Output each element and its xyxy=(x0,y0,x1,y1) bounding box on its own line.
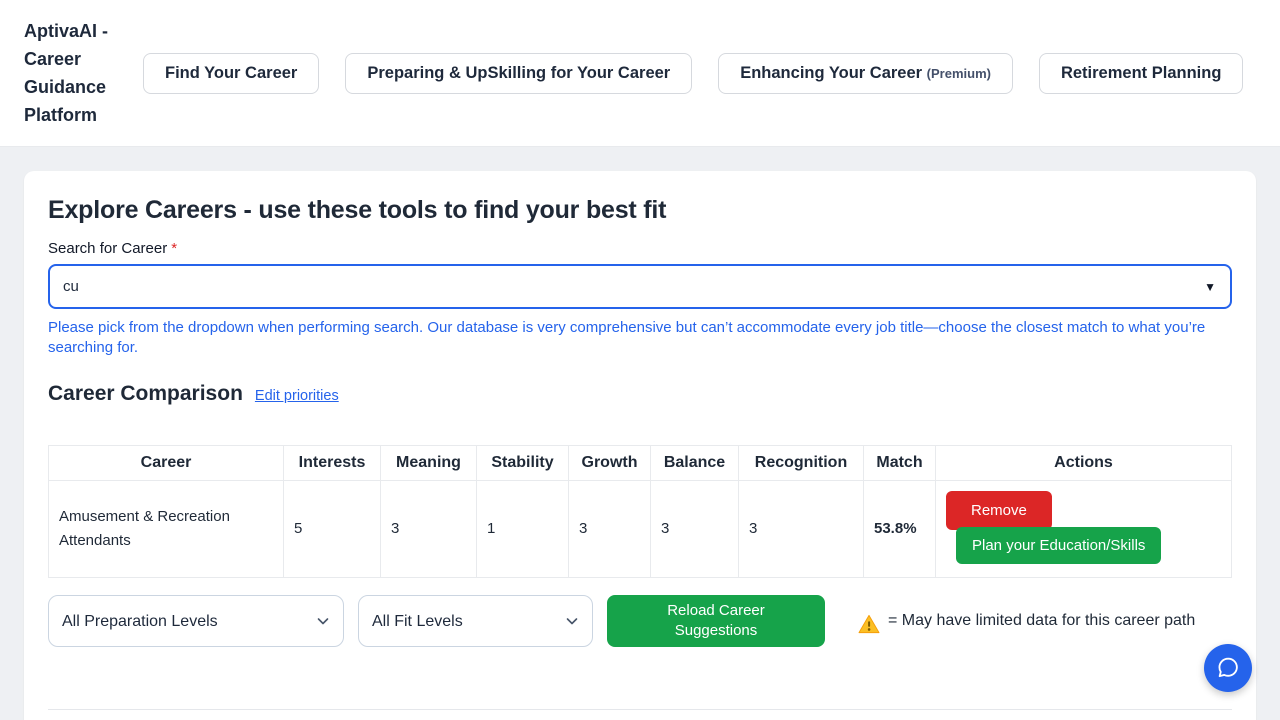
comparison-title: Career Comparison xyxy=(48,382,243,405)
cell-career-name: Amusement & Recreation Attendants xyxy=(48,480,284,578)
cell-recognition: 3 xyxy=(738,480,864,578)
edit-priorities-link[interactable]: Edit priorities xyxy=(254,388,339,404)
col-header-actions: Actions xyxy=(935,445,1232,481)
reload-career-suggestions-button[interactable]: Reload Career Suggestions xyxy=(607,595,825,647)
page-title: Explore Careers - use these tools to fin… xyxy=(48,196,667,224)
col-header-balance: Balance xyxy=(650,445,739,481)
cell-stability: 1 xyxy=(476,480,569,578)
col-header-stability: Stability xyxy=(476,445,569,481)
app-header: AptivaAI - Career Guidance Platform Find… xyxy=(0,0,1280,147)
fit-level-select-wrap: All Fit Levels xyxy=(358,595,593,647)
nav-enhancing-career[interactable]: Enhancing Your Career (Premium) xyxy=(718,52,1013,94)
table-row: Amusement & Recreation Attendants 5 3 1 … xyxy=(48,480,1232,578)
cell-growth: 3 xyxy=(568,480,651,578)
cell-balance: 3 xyxy=(650,480,739,578)
comparison-section-header: Career Comparison Edit priorities xyxy=(48,382,1232,406)
plan-education-skills-button[interactable]: Plan your Education/Skills xyxy=(956,527,1162,564)
nav-label: Preparing & UpSkilling for Your Career xyxy=(367,63,671,82)
attribution-footer: This page includes information from O*NE… xyxy=(48,709,1232,720)
nav-label: Enhancing Your Career xyxy=(740,63,923,82)
warning-triangle-icon xyxy=(858,614,880,634)
cell-meaning: 3 xyxy=(380,480,477,578)
cell-interests: 5 xyxy=(283,480,381,578)
premium-badge: (Premium) xyxy=(926,65,991,81)
col-header-career: Career xyxy=(48,445,284,481)
main-nav: Find Your Career Preparing & UpSkilling … xyxy=(143,52,1244,94)
search-label: Search for Career * xyxy=(48,240,178,257)
nav-find-your-career[interactable]: Find Your Career xyxy=(143,52,320,94)
col-header-meaning: Meaning xyxy=(380,445,477,481)
nav-preparing-upskilling[interactable]: Preparing & UpSkilling for Your Career xyxy=(345,52,693,94)
limited-data-text: = May have limited data for this career … xyxy=(888,612,1196,629)
cell-match-percent: 53.8% xyxy=(863,480,936,578)
nav-label: Find Your Career xyxy=(165,63,298,82)
col-header-interests: Interests xyxy=(283,445,381,481)
app-logo: AptivaAI - Career Guidance Platform xyxy=(24,21,109,125)
search-hint-text: Please pick from the dropdown when perfo… xyxy=(48,319,1206,356)
filters-row: All Preparation Levels All Fit Levels Re… xyxy=(48,595,1232,647)
preparation-level-select[interactable]: All Preparation Levels xyxy=(48,595,344,647)
career-comparison-table: Career Interests Meaning Stability Growt… xyxy=(48,445,1232,578)
explore-careers-card: Explore Careers - use these tools to fin… xyxy=(24,171,1256,720)
col-header-match: Match xyxy=(863,445,936,481)
col-header-growth: Growth xyxy=(568,445,651,481)
remove-button[interactable]: Remove xyxy=(946,491,1052,530)
col-header-recognition: Recognition xyxy=(738,445,864,481)
preparation-level-select-wrap: All Preparation Levels xyxy=(48,595,344,647)
limited-data-note: = May have limited data for this career … xyxy=(858,608,1195,634)
cell-actions: Remove Plan your Education/Skills xyxy=(935,480,1232,578)
career-search-combobox: ▼ xyxy=(48,264,1232,309)
career-search-input[interactable] xyxy=(48,264,1232,309)
fit-level-select[interactable]: All Fit Levels xyxy=(358,595,593,647)
nav-label: Retirement Planning xyxy=(1060,63,1222,82)
chat-bubble-icon xyxy=(1215,655,1241,681)
required-asterisk: * xyxy=(171,240,178,257)
chat-widget-button[interactable] xyxy=(1204,644,1252,692)
table-header-row: Career Interests Meaning Stability Growt… xyxy=(48,445,1232,481)
nav-retirement-planning[interactable]: Retirement Planning xyxy=(1038,52,1244,94)
